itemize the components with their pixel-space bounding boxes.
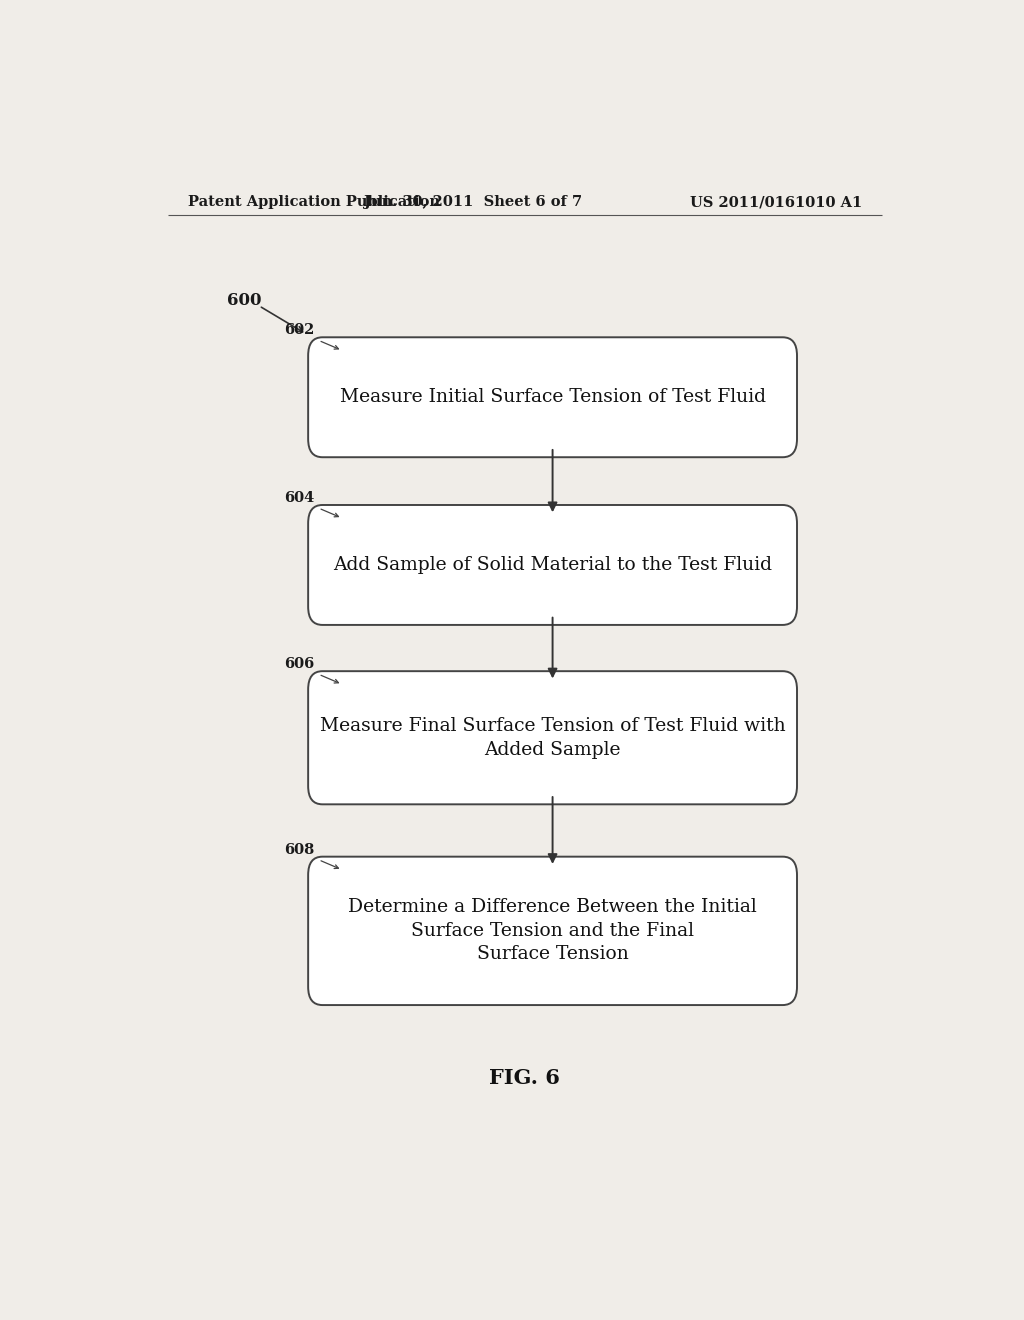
FancyBboxPatch shape	[308, 671, 797, 804]
Text: 602: 602	[284, 323, 314, 337]
Text: 604: 604	[285, 491, 314, 504]
Text: Jun. 30, 2011  Sheet 6 of 7: Jun. 30, 2011 Sheet 6 of 7	[365, 195, 583, 209]
Text: 600: 600	[227, 292, 262, 309]
Text: 606: 606	[285, 657, 314, 671]
Text: US 2011/0161010 A1: US 2011/0161010 A1	[690, 195, 862, 209]
FancyBboxPatch shape	[308, 857, 797, 1005]
Text: Measure Final Surface Tension of Test Fluid with
Added Sample: Measure Final Surface Tension of Test Fl…	[319, 717, 785, 759]
FancyBboxPatch shape	[308, 506, 797, 624]
Text: Measure Initial Surface Tension of Test Fluid: Measure Initial Surface Tension of Test …	[340, 388, 766, 407]
Text: Patent Application Publication: Patent Application Publication	[187, 195, 439, 209]
Text: Determine a Difference Between the Initial
Surface Tension and the Final
Surface: Determine a Difference Between the Initi…	[348, 899, 757, 964]
Text: 608: 608	[285, 842, 314, 857]
Text: FIG. 6: FIG. 6	[489, 1068, 560, 1088]
Text: Add Sample of Solid Material to the Test Fluid: Add Sample of Solid Material to the Test…	[333, 556, 772, 574]
FancyBboxPatch shape	[308, 338, 797, 457]
